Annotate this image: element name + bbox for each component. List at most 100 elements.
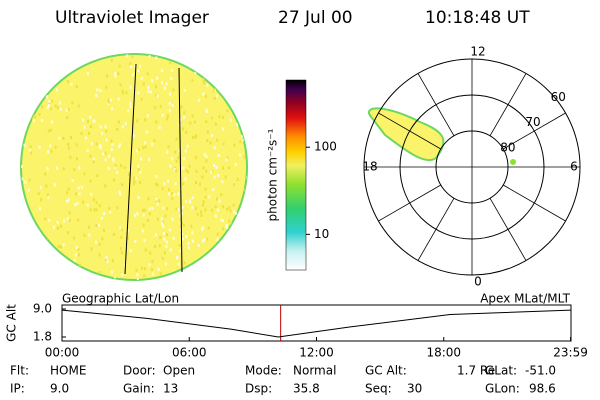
texture-dot [104, 184, 107, 188]
texture-dot [173, 193, 176, 197]
texture-dot [68, 211, 71, 215]
texture-dot [108, 100, 111, 104]
texture-dot [237, 109, 240, 113]
meridian [178, 67, 183, 273]
texture-dot [44, 172, 47, 176]
texture-dot [116, 170, 119, 174]
texture-dot [148, 54, 151, 58]
texture-dot [92, 157, 95, 161]
texture-dot [191, 239, 194, 243]
texture-dot [174, 150, 177, 154]
texture-dot [56, 88, 59, 92]
texture-dot [226, 66, 229, 70]
texture-dot [218, 199, 221, 203]
texture-dot [87, 120, 90, 124]
x-tick-label: 12:00 [299, 346, 334, 360]
texture-dot [156, 76, 159, 80]
texture-dot [78, 263, 81, 267]
texture-dot [154, 106, 157, 110]
texture-dot [210, 79, 213, 83]
colorbar-label: photon cm⁻²s⁻¹ [266, 128, 280, 221]
texture-dot [181, 206, 184, 210]
texture-dot [68, 218, 71, 222]
texture-dot [214, 122, 217, 126]
texture-dot [202, 200, 205, 204]
texture-dot [77, 218, 80, 222]
texture-dot [44, 260, 47, 264]
texture-dot [52, 225, 55, 229]
texture-dot [163, 86, 166, 90]
texture-dot [90, 247, 93, 251]
texture-dot [31, 227, 34, 231]
field-value: HOME [50, 364, 86, 378]
texture-dot [158, 244, 161, 248]
texture-dot [206, 110, 209, 114]
texture-dot [105, 259, 108, 263]
texture-dot [201, 227, 204, 231]
texture-dot [89, 115, 92, 119]
field-label: Flt: [10, 364, 29, 378]
texture-dot [25, 263, 28, 267]
texture-dot [202, 92, 205, 96]
texture-dot [80, 185, 83, 189]
texture-dot [107, 98, 110, 102]
texture-dot [95, 208, 98, 212]
texture-dot [82, 200, 85, 204]
texture-dot [177, 262, 180, 266]
texture-dot [179, 249, 182, 253]
field-value: 35.8 [293, 382, 320, 396]
colorbar [285, 79, 307, 271]
texture-dot [159, 236, 162, 240]
texture-dot [164, 214, 167, 218]
texture-dot [142, 208, 145, 212]
texture-dot [105, 74, 108, 78]
texture-dot [212, 256, 215, 260]
texture-dot [227, 76, 230, 80]
texture-dot [195, 134, 198, 138]
texture-dot [203, 70, 206, 74]
texture-dot [236, 177, 239, 181]
texture-dot [91, 276, 94, 280]
texture-dot [125, 91, 128, 95]
texture-dot [74, 271, 77, 275]
texture-dot [147, 89, 150, 93]
texture-dot [54, 145, 57, 149]
texture-dot [193, 120, 196, 124]
texture-dot [43, 64, 46, 68]
texture-dot [180, 105, 183, 109]
texture-dot [188, 58, 191, 62]
field-label: Dsp: [245, 382, 272, 396]
texture-dot [104, 158, 107, 162]
texture-dot [121, 183, 124, 187]
texture-dot [206, 139, 209, 143]
texture-dot [161, 113, 164, 117]
texture-dot [23, 143, 26, 147]
texture-dot [168, 228, 171, 232]
texture-dot [225, 158, 228, 162]
texture-dot [47, 129, 50, 133]
texture-dot [27, 188, 30, 192]
texture-dot [121, 91, 124, 95]
texture-dot [104, 125, 107, 129]
texture-dot [119, 226, 122, 230]
texture-dot [136, 119, 139, 123]
texture-dot [111, 107, 114, 111]
texture-dot [132, 182, 135, 186]
texture-dot [209, 253, 212, 257]
texture-dot [101, 131, 104, 135]
texture-dot [182, 182, 185, 186]
texture-dot [50, 149, 53, 153]
emission-spot [510, 159, 516, 165]
texture-dot [242, 244, 245, 248]
texture-dot [75, 85, 78, 89]
texture-dot [219, 79, 222, 83]
texture-dot [161, 69, 164, 73]
texture-dot [21, 242, 24, 246]
texture-dot [185, 169, 188, 173]
texture-dot [135, 268, 138, 272]
texture-dot [163, 237, 166, 241]
emission-region [368, 107, 445, 162]
texture-dot [130, 65, 133, 69]
texture-dot [216, 259, 219, 263]
texture-dot [219, 80, 222, 84]
